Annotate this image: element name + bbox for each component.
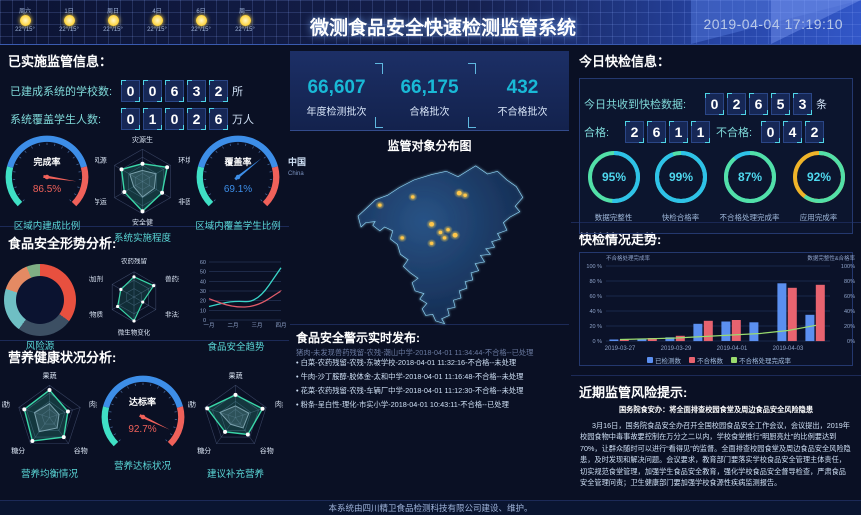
svg-text:30: 30 xyxy=(200,289,206,295)
svg-text:脂肪: 脂肪 xyxy=(2,400,10,409)
svg-text:80 %: 80 % xyxy=(589,279,602,285)
svg-text:2019-03-29: 2019-03-29 xyxy=(661,346,692,352)
svg-text:灾源生: 灾源生 xyxy=(132,136,153,144)
svg-text:谷物: 谷物 xyxy=(260,446,274,455)
svg-text:糖分: 糖分 xyxy=(11,446,25,455)
svg-text:果蔬: 果蔬 xyxy=(43,372,57,380)
svg-text:三月: 三月 xyxy=(251,322,262,329)
svg-text:2019-04-01: 2019-04-01 xyxy=(717,346,748,352)
svg-text:40%: 40% xyxy=(844,309,855,315)
svg-text:肉类: 肉类 xyxy=(275,400,283,409)
svg-text:60 %: 60 % xyxy=(589,294,602,300)
svg-text:果蔬: 果蔬 xyxy=(229,372,243,380)
svg-text:非固体: 非固体 xyxy=(178,197,190,206)
svg-text:2019-04-03: 2019-04-03 xyxy=(773,346,804,352)
svg-text:数据完整性&合格率: 数据完整性&合格率 xyxy=(807,254,855,262)
svg-text:2019-03-27: 2019-03-27 xyxy=(605,346,636,352)
svg-text:100%: 100% xyxy=(841,264,855,270)
svg-text:微生物变化: 微生物变化 xyxy=(117,327,150,336)
svg-text:安全健: 安全健 xyxy=(132,218,153,227)
svg-text:环境: 环境 xyxy=(178,156,190,165)
svg-text:95%: 95% xyxy=(601,170,625,184)
svg-text:脂肪: 脂肪 xyxy=(188,400,196,409)
svg-text:肉类: 肉类 xyxy=(89,400,97,409)
svg-text:渣物质: 渣物质 xyxy=(89,310,104,319)
svg-text:60: 60 xyxy=(200,260,206,266)
svg-text:二月: 二月 xyxy=(227,322,238,329)
svg-text:一月: 一月 xyxy=(203,322,214,329)
svg-text:添加剂: 添加剂 xyxy=(89,274,103,283)
svg-text:87%: 87% xyxy=(737,170,761,184)
svg-text:保存运: 保存运 xyxy=(95,197,107,206)
svg-text:99%: 99% xyxy=(668,170,692,184)
svg-text:40 %: 40 % xyxy=(589,309,602,315)
svg-text:60%: 60% xyxy=(844,294,855,300)
svg-text:谷物: 谷物 xyxy=(74,446,88,455)
svg-text:农药残留: 农药残留 xyxy=(121,258,147,265)
svg-text:糖分: 糖分 xyxy=(197,446,211,455)
svg-text:40: 40 xyxy=(200,279,206,285)
svg-text:卫风源: 卫风源 xyxy=(95,156,107,165)
svg-text:20: 20 xyxy=(200,299,206,305)
svg-text:50: 50 xyxy=(200,270,206,276)
svg-text:20 %: 20 % xyxy=(589,324,602,330)
svg-text:兽药残留: 兽药残留 xyxy=(164,274,178,283)
svg-text:100 %: 100 % xyxy=(586,264,602,270)
svg-text:0 %: 0 % xyxy=(593,339,603,345)
svg-text:20%: 20% xyxy=(844,324,855,330)
svg-text:非法添加: 非法添加 xyxy=(164,310,178,319)
svg-text:10: 10 xyxy=(200,308,206,314)
svg-text:92%: 92% xyxy=(806,170,830,184)
svg-text:80%: 80% xyxy=(844,279,855,285)
svg-text:不合格处理完成率: 不合格处理完成率 xyxy=(606,254,651,262)
svg-text:0%: 0% xyxy=(847,339,855,345)
